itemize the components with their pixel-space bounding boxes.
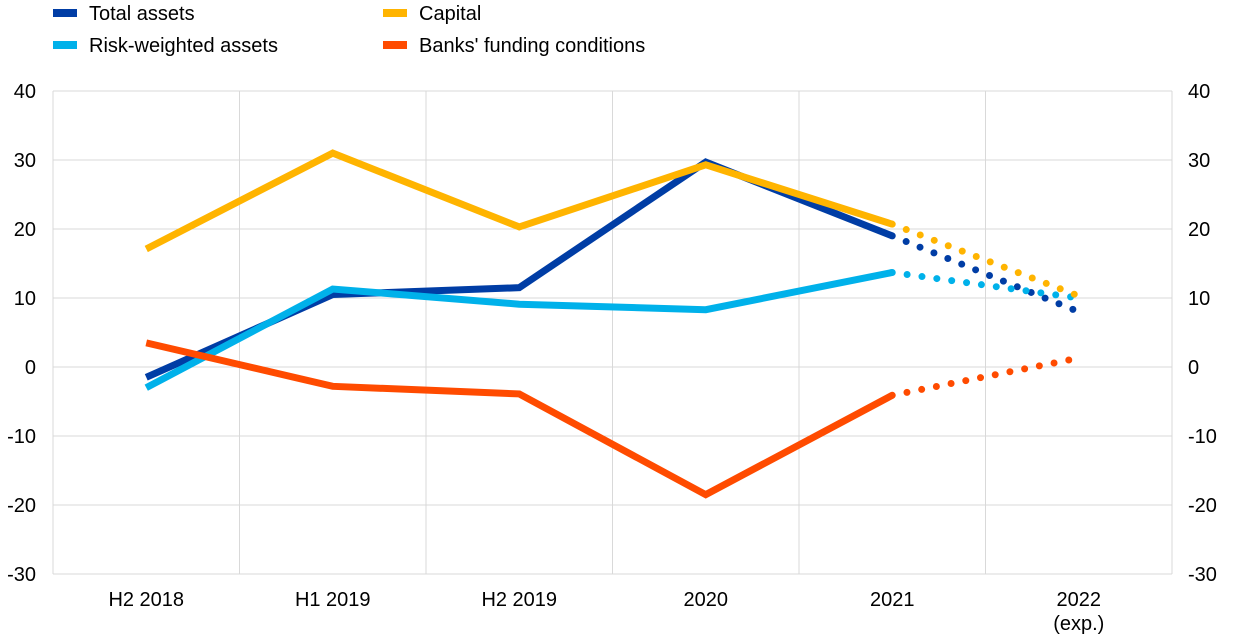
- y-tick-label-left: -10: [7, 426, 36, 448]
- legend-label: Risk-weighted assets: [89, 35, 278, 57]
- y-tick-label-left: 0: [25, 357, 36, 379]
- series-line-solid: [144, 269, 893, 391]
- y-tick-label-right: 0: [1188, 357, 1199, 379]
- series-line-dotted: [888, 354, 1083, 399]
- y-tick-label-left: 20: [14, 219, 36, 241]
- y-tick-label-left: 10: [14, 288, 36, 310]
- legend-swatch: [53, 41, 77, 49]
- x-tick-label: 2020: [684, 589, 729, 611]
- x-tick-label: 2022: [1057, 589, 1102, 611]
- y-tick-label-left: 40: [14, 81, 36, 103]
- legend-swatch: [383, 41, 407, 49]
- x-tick-label: H2 2018: [108, 589, 184, 611]
- legend: Total assets Risk-weighted assets Capital B…: [53, 3, 645, 57]
- y-tick-label-right: -10: [1188, 426, 1217, 448]
- series-line-solid: [145, 339, 894, 499]
- legend-swatch: [383, 9, 407, 17]
- grid: [52, 90, 1173, 575]
- y-tick-label-left: 30: [14, 150, 36, 172]
- series: [144, 149, 1083, 499]
- series-line-dotted: [888, 232, 1083, 316]
- y-tick-label-left: -20: [7, 495, 36, 517]
- y-tick-label-right: 10: [1188, 288, 1210, 310]
- y-tick-label-left: -30: [7, 564, 36, 586]
- legend-swatch: [53, 9, 77, 17]
- legend-label: Capital: [419, 3, 481, 25]
- legend-label: Total assets: [89, 3, 195, 25]
- y-tick-label-right: 30: [1188, 150, 1210, 172]
- legend-label: Banks' funding conditions: [419, 35, 645, 57]
- x-tick-sublabel: (exp.): [1053, 613, 1104, 635]
- y-tick-label-right: -30: [1188, 564, 1217, 586]
- x-tick-label: 2021: [870, 589, 915, 611]
- y-tick-label-right: 40: [1188, 81, 1210, 103]
- series-line-dotted: [888, 268, 1083, 302]
- x-tick-label: H2 2019: [481, 589, 557, 611]
- x-tick-label: H1 2019: [295, 589, 371, 611]
- series-line-dotted: [888, 220, 1083, 300]
- y-tick-label-right: 20: [1188, 219, 1210, 241]
- series-line-solid: [144, 149, 894, 253]
- y-tick-label-right: -20: [1188, 495, 1217, 517]
